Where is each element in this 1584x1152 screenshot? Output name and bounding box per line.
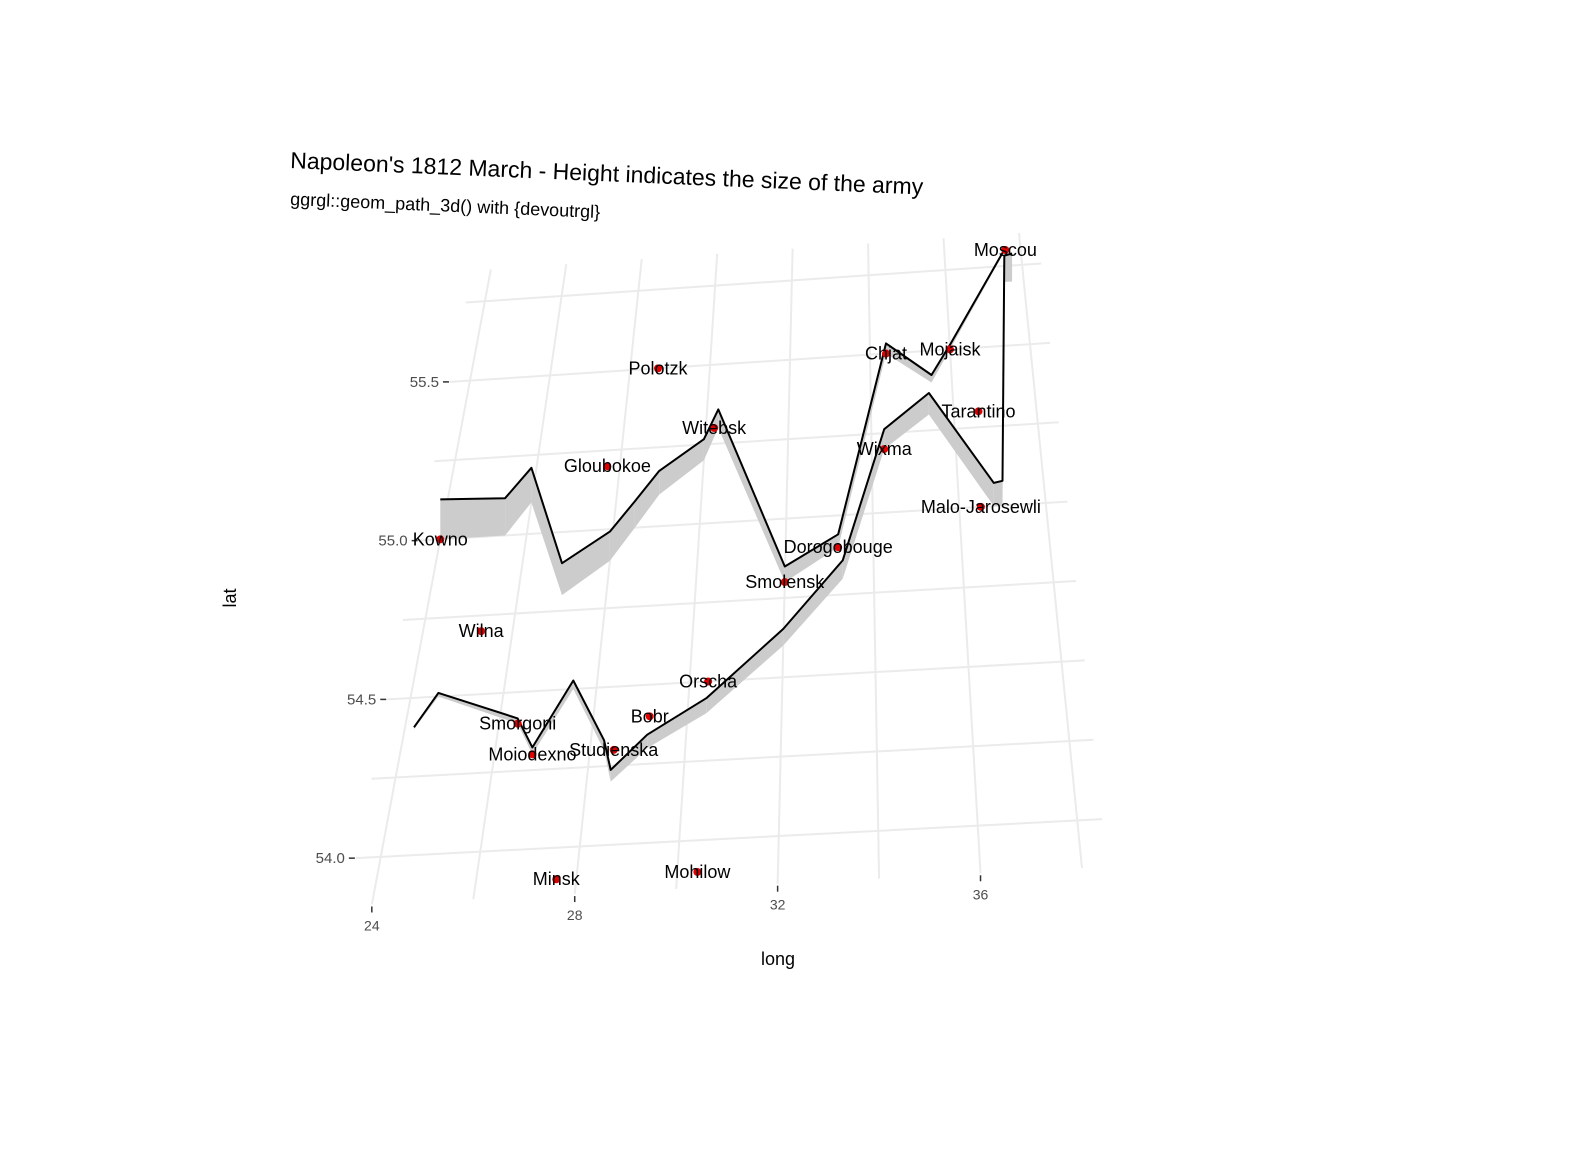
grid-line-long <box>675 253 719 889</box>
route-band-segment <box>634 470 660 528</box>
x-axis-title: long <box>761 949 795 969</box>
y-tick-label: 55.5 <box>410 374 439 391</box>
city-label: Malo-Jarosewli <box>921 497 1041 517</box>
city-marker <box>552 875 561 884</box>
city-label: Orscha <box>679 671 738 691</box>
grid-line-lat <box>402 580 1077 622</box>
city-marker <box>528 750 537 759</box>
route-band-segment <box>886 343 932 383</box>
y-tick-label: 54.0 <box>316 850 345 867</box>
route-band-segment <box>573 680 605 751</box>
y-tick-label: 55.0 <box>378 533 407 550</box>
city-marker <box>974 407 983 416</box>
axis-ticks: 54.0 54.5 55.0 55.5 24 28 32 36 <box>316 374 989 934</box>
city-marker <box>880 445 889 454</box>
city-label: Dorogobouge <box>784 537 893 557</box>
city-marker <box>1001 245 1010 254</box>
grid-line-long <box>867 243 881 879</box>
city-label: Kowno <box>413 529 468 549</box>
route-band-segment <box>706 628 784 714</box>
city-label: Chjat <box>865 344 907 364</box>
city-label: Bobr <box>631 706 669 726</box>
city-marker <box>654 364 662 373</box>
grid-line-long <box>573 258 643 895</box>
grid-line-lat <box>465 262 1042 304</box>
grid-line-long <box>370 269 492 905</box>
x-tick-label: 24 <box>364 917 380 933</box>
city-label: Smolensk <box>745 572 825 592</box>
route-band-segment <box>562 531 610 596</box>
route-band-segment <box>647 698 707 749</box>
city-marker <box>976 502 985 511</box>
city-label: Minsk <box>533 869 581 889</box>
city-label: Tarantino <box>941 401 1015 421</box>
city-marker <box>780 578 789 587</box>
city-marker <box>645 712 654 721</box>
grid-line-long <box>1017 232 1083 869</box>
route-band-segment <box>438 692 518 724</box>
grid-line-lat <box>355 818 1103 860</box>
grid-line-long <box>472 264 568 900</box>
city-marker <box>704 677 713 686</box>
route-band-segment <box>783 560 843 646</box>
city-label: Mojaisk <box>919 339 981 359</box>
route-band-segment <box>928 393 994 507</box>
route-retreat-line <box>413 252 1013 771</box>
city-marker <box>603 462 612 471</box>
city-label: Wixma <box>857 439 913 459</box>
route-band-segment <box>703 409 719 461</box>
route-band-segment <box>884 393 929 450</box>
city-label: Moiodexno <box>488 744 576 764</box>
city-label: Studienska <box>569 740 659 760</box>
city-marker <box>710 423 719 432</box>
route-band-segment <box>659 439 704 495</box>
x-tick-label: 32 <box>770 897 786 913</box>
route-band-segment <box>784 534 839 583</box>
route-band-segment <box>609 501 635 561</box>
city-marker <box>693 867 702 876</box>
y-tick-label: 54.5 <box>347 691 376 708</box>
grid-line-lat <box>371 738 1094 780</box>
route-band-segment <box>1004 253 1013 282</box>
route-band-segment <box>993 480 1003 507</box>
x-tick-label: 28 <box>567 907 583 923</box>
grid <box>355 232 1103 905</box>
city-marker <box>477 627 486 636</box>
route-advance-line <box>440 247 1007 568</box>
cities: Kowno Wilna Smorgoni Moiodexno Gloubokoe Mins… <box>413 240 1041 889</box>
route-band-segment <box>610 734 648 782</box>
city-marker <box>834 543 843 552</box>
route-band-segment <box>718 409 785 583</box>
chart-title: Napoleon's 1812 March - Height indicates… <box>290 147 924 200</box>
city-label: Smorgoni <box>479 714 556 734</box>
route-band-segment <box>842 429 885 579</box>
city-label: Gloubokoe <box>564 456 651 476</box>
city-marker <box>609 745 618 754</box>
army-size-bands <box>414 248 1013 782</box>
route-lines <box>413 247 1013 771</box>
chart-subtitle: ggrgl::geom_path_3d() with {devoutrgl} <box>290 189 601 223</box>
city-marker <box>946 345 954 354</box>
route-band-segment <box>531 467 562 596</box>
route-band-segment <box>505 467 532 536</box>
city-label: Wilna <box>459 621 505 641</box>
x-tick-label: 36 <box>973 886 989 902</box>
city-label: Witebsk <box>682 418 747 438</box>
city-label: Mohilow <box>664 862 731 882</box>
route-band-segment <box>440 498 506 540</box>
city-label: Moscou <box>974 240 1037 260</box>
y-axis-title: lat <box>220 588 240 607</box>
city-marker <box>513 719 522 728</box>
city-marker <box>882 349 890 358</box>
city-label: Polotzk <box>628 358 688 378</box>
grid-line-long <box>942 238 982 874</box>
city-marker <box>436 535 445 544</box>
